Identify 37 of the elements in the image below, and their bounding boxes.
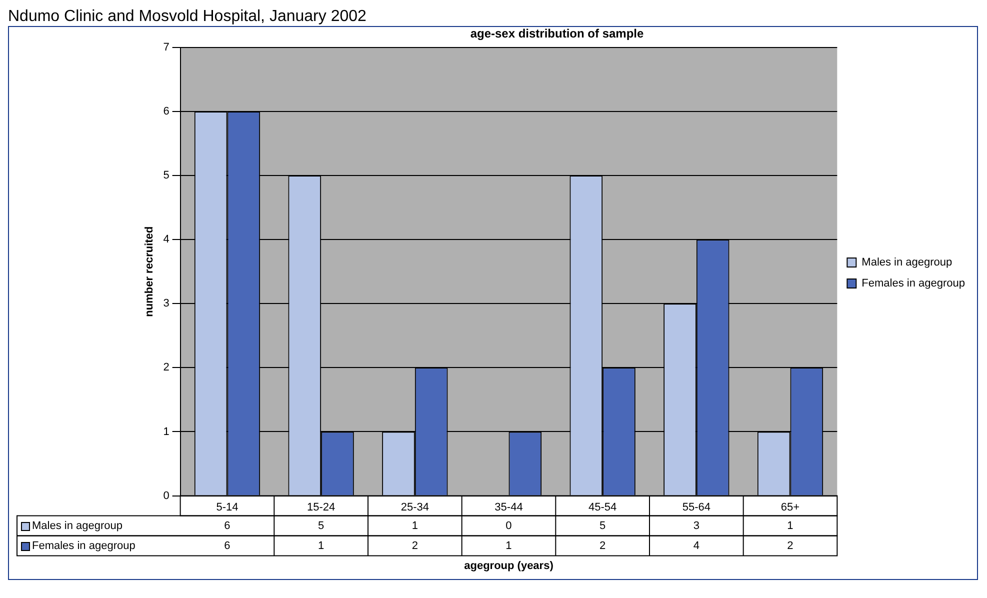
legend-label: Females in agegroup <box>862 278 966 290</box>
x-tick-label: 25-34 <box>400 501 429 514</box>
text: Males in agegroup <box>32 520 123 532</box>
x-tick-label: 15-24 <box>307 501 336 514</box>
data-label: 1 <box>318 540 324 552</box>
y-tick-label: 0 <box>163 490 170 502</box>
chart-title: age-sex distribution of sample <box>470 26 644 41</box>
data-label: 2 <box>412 540 418 552</box>
y-tick-label: 2 <box>163 362 170 374</box>
data-label: 0 <box>506 520 512 532</box>
y-axis-title: number recruited <box>144 226 156 317</box>
y-tick-label: 4 <box>163 234 170 246</box>
data-label: 2 <box>600 540 606 552</box>
y-tick-label: 6 <box>163 105 170 118</box>
x-axis-title: agegroup (years) <box>464 560 554 572</box>
data-label: 2 <box>787 540 794 552</box>
y-tick-label: 5 <box>163 170 170 182</box>
data-label: 5 <box>600 520 606 532</box>
x-tick-label: 65+ <box>780 501 800 514</box>
data-label: 1 <box>412 520 418 532</box>
y-tick-label: 1 <box>163 426 170 438</box>
text: Females in agegroup <box>32 540 136 552</box>
data-label: 3 <box>693 520 700 532</box>
data-label: 1 <box>787 520 794 532</box>
y-tick-label: 7 <box>163 41 170 54</box>
data-label: 6 <box>224 520 230 532</box>
chart-subtitle: Ndumo Clinic and Mosvold Hospital, January 2002 <box>8 8 368 26</box>
legend-label: Males in agegroup <box>862 256 952 269</box>
data-label: 4 <box>693 540 700 552</box>
x-tick-label: 55-64 <box>682 501 710 514</box>
data-label: 5 <box>318 520 324 532</box>
data-label: 6 <box>224 540 230 552</box>
x-tick-label: 5-14 <box>216 501 238 514</box>
y-tick-label: 3 <box>163 298 170 310</box>
data-label: 1 <box>506 540 512 552</box>
x-tick-label: 45-54 <box>588 501 617 514</box>
x-tick-label: 35-44 <box>494 501 523 514</box>
